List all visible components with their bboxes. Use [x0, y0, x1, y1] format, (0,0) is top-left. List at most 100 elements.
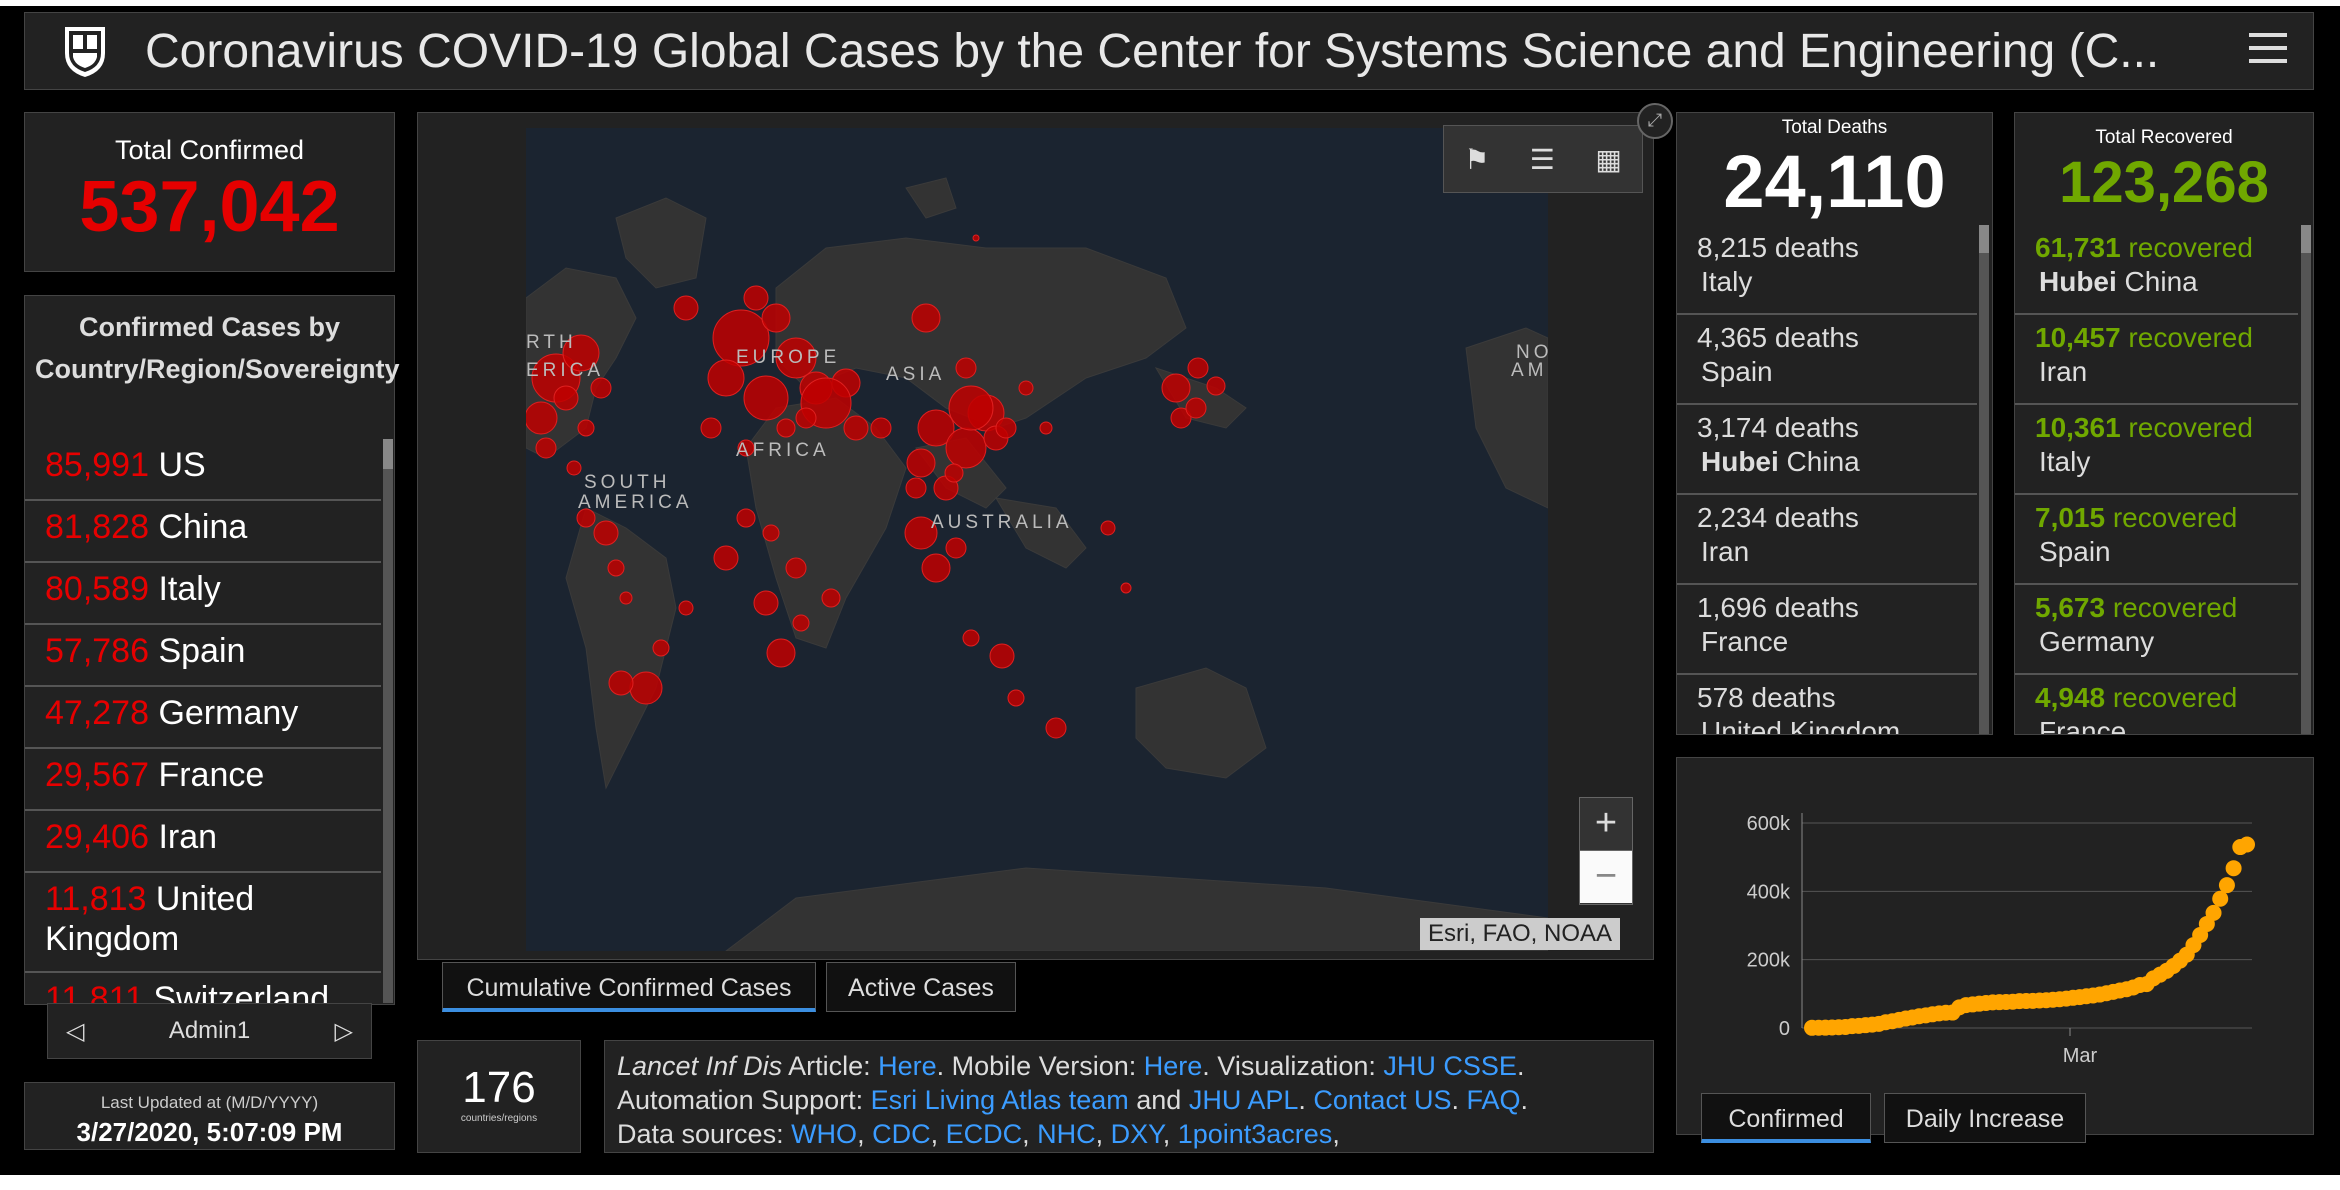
list-item[interactable]: 85,991 US	[25, 439, 381, 501]
total-confirmed-panel: Total Confirmed 537,042	[24, 112, 395, 272]
list-item[interactable]: 2,234 deaths Iran	[1677, 495, 1977, 585]
countries-count-panel: 176 countries/regions	[417, 1040, 581, 1153]
list-item[interactable]: 81,828 China	[25, 501, 381, 563]
recovered-count: 10,457	[2035, 322, 2121, 353]
data-point	[2212, 890, 2229, 907]
faq-link[interactable]: FAQ	[1466, 1085, 1521, 1115]
tab-daily-increase[interactable]: Daily Increase	[1884, 1093, 2086, 1143]
deaths-list[interactable]: 8,215 deaths Italy 4,365 deaths Spain 3,174 …	[1677, 225, 1977, 735]
expand-icon[interactable]: ⤢	[1637, 103, 1673, 139]
1point3acres-link[interactable]: 1point3acres	[1177, 1119, 1333, 1149]
zoom-in-button[interactable]: +	[1594, 802, 1618, 844]
list-item[interactable]: 4,365 deaths Spain	[1677, 315, 1977, 405]
confirmed-count: 81,828	[45, 508, 149, 546]
svg-text:AUSTRALIA: AUSTRALIA	[931, 512, 1073, 533]
ecdc-link[interactable]: ECDC	[945, 1119, 1023, 1149]
total-recovered-panel: Total Recovered 123,268 61,731 recovered…	[2014, 112, 2314, 735]
data-point	[2225, 860, 2242, 877]
list-item[interactable]: 3,174 deaths Hubei China	[1677, 405, 1977, 495]
recovered-suffix: recovered	[2105, 502, 2238, 533]
place-name: France	[1701, 626, 1789, 657]
bookmark-icon[interactable]: ⚑	[1464, 143, 1490, 175]
confirmed-by-country-panel: Confirmed Cases by Country/Region/Sovere…	[24, 295, 400, 1005]
jhu-shield-logo-icon	[65, 27, 105, 77]
page-title: Coronavirus COVID-19 Global Cases by the…	[145, 24, 2160, 78]
esri-link[interactable]: Esri Living Atlas team	[870, 1085, 1129, 1115]
list-item[interactable]: 11,811 Switzerland	[25, 973, 381, 1003]
list-item[interactable]: 11,813 United Kingdom	[25, 873, 381, 973]
country-name: China	[158, 508, 248, 546]
list-item[interactable]: 8,215 deaths Italy	[1677, 225, 1977, 315]
list-item[interactable]: 61,731 recovered Hubei China	[2015, 225, 2298, 315]
previous-arrow-icon[interactable]: ◁	[66, 1017, 85, 1045]
place-name: Spain	[2039, 536, 2111, 567]
list-item[interactable]: 1,696 deaths France	[1677, 585, 1977, 675]
article-link[interactable]: Here	[878, 1051, 937, 1081]
recovered-suffix: recovered	[2105, 592, 2238, 623]
jhu-csse-link[interactable]: JHU CSSE	[1383, 1051, 1517, 1081]
total-deaths-value: 24,110	[1723, 140, 1946, 223]
list-item[interactable]: 578 deaths United Kingdom	[1677, 675, 1977, 735]
contact-link[interactable]: Contact US	[1313, 1085, 1452, 1115]
map-attribution: Esri, FAO, NOAA	[1420, 918, 1621, 950]
menu-icon[interactable]	[2249, 33, 2287, 69]
tab-confirmed[interactable]: Confirmed	[1701, 1093, 1871, 1143]
total-recovered-value: 123,268	[2059, 150, 2269, 215]
tab-cumulative-confirmed[interactable]: Cumulative Confirmed Cases	[442, 962, 816, 1012]
y-tick-label: 200k	[1747, 950, 1791, 972]
recovered-count: 61,731	[2035, 232, 2121, 263]
recovered-count: 7,015	[2035, 502, 2106, 533]
list-item[interactable]: 7,015 recovered Spain	[2015, 495, 2298, 585]
recovered-count: 4,948	[2035, 682, 2106, 713]
country-name: Italy	[158, 570, 221, 608]
data-point	[2205, 904, 2222, 921]
svg-text:AME: AME	[1511, 360, 1548, 381]
country-name: Germany	[158, 694, 299, 732]
list-item[interactable]: 57,786 Spain	[25, 625, 381, 687]
jhu-apl-link[interactable]: JHU APL	[1188, 1085, 1299, 1115]
dxy-link[interactable]: DXY	[1110, 1119, 1163, 1149]
total-confirmed-value: 537,042	[79, 167, 340, 247]
mobile-link[interactable]: Here	[1143, 1051, 1203, 1081]
place-name: United Kingdom	[1701, 716, 1901, 735]
basemap-icon[interactable]: ▦	[1595, 143, 1622, 175]
recovered-list-scrollbar[interactable]	[2301, 225, 2311, 734]
confirmed-list-heading: Confirmed Cases by Country/Region/Sovere…	[35, 312, 400, 384]
list-icon[interactable]: ☰	[1529, 143, 1555, 175]
total-recovered-label: Total Recovered	[2095, 127, 2233, 148]
next-arrow-icon[interactable]: ▷	[334, 1017, 353, 1045]
list-item[interactable]: 10,457 recovered Iran	[2015, 315, 2298, 405]
list-item[interactable]: 29,567 France	[25, 749, 381, 811]
death-count: 1,696 deaths	[1697, 592, 1859, 623]
list-item[interactable]: 29,406 Iran	[25, 811, 381, 873]
recovered-suffix: recovered	[2120, 232, 2253, 263]
nhc-link[interactable]: NHC	[1037, 1119, 1096, 1149]
list-item[interactable]: 80,589 Italy	[25, 563, 381, 625]
place-bold: Hubei	[1701, 446, 1779, 477]
death-count: 3,174 deaths	[1697, 412, 1859, 443]
y-tick-label: 400k	[1747, 881, 1791, 903]
confirmed-count: 80,589	[45, 570, 149, 608]
admin-level-label: Admin1	[168, 1017, 251, 1044]
zoom-out-button[interactable]: −	[1580, 850, 1632, 903]
place-name: Spain	[1701, 356, 1773, 387]
list-item[interactable]: 4,948 recovered France	[2015, 675, 2298, 734]
svg-text:NO: NO	[1516, 342, 1548, 363]
world-map[interactable]: RTH ERICA EUROPE ASIA AFRICA SOUTH AMERI…	[526, 128, 1548, 951]
recovered-suffix: recovered	[2105, 682, 2238, 713]
place-name: China	[2116, 266, 2198, 297]
deaths-list-scrollbar[interactable]	[1979, 225, 1989, 734]
list-item[interactable]: 47,278 Germany	[25, 687, 381, 749]
list-item[interactable]: 10,361 recovered Italy	[2015, 405, 2298, 495]
tab-active-cases[interactable]: Active Cases	[826, 962, 1016, 1012]
svg-text:AFRICA: AFRICA	[736, 440, 830, 461]
map-toolbar: ⚑ ☰ ▦	[1443, 125, 1643, 193]
cdc-link[interactable]: CDC	[872, 1119, 931, 1149]
who-link[interactable]: WHO	[791, 1119, 858, 1149]
confirmed-list-scrollbar[interactable]	[383, 439, 393, 1003]
recovered-list[interactable]: 61,731 recovered Hubei China 10,457 recove…	[2015, 225, 2298, 734]
confirmed-country-list[interactable]: 85,991 US 81,828 China 80,589 Italy 57,786 …	[25, 439, 381, 1003]
list-item[interactable]: 5,673 recovered Germany	[2015, 585, 2298, 675]
map-label-europe: EUROPE	[736, 347, 840, 368]
place-bold: Hubei	[2039, 266, 2117, 297]
